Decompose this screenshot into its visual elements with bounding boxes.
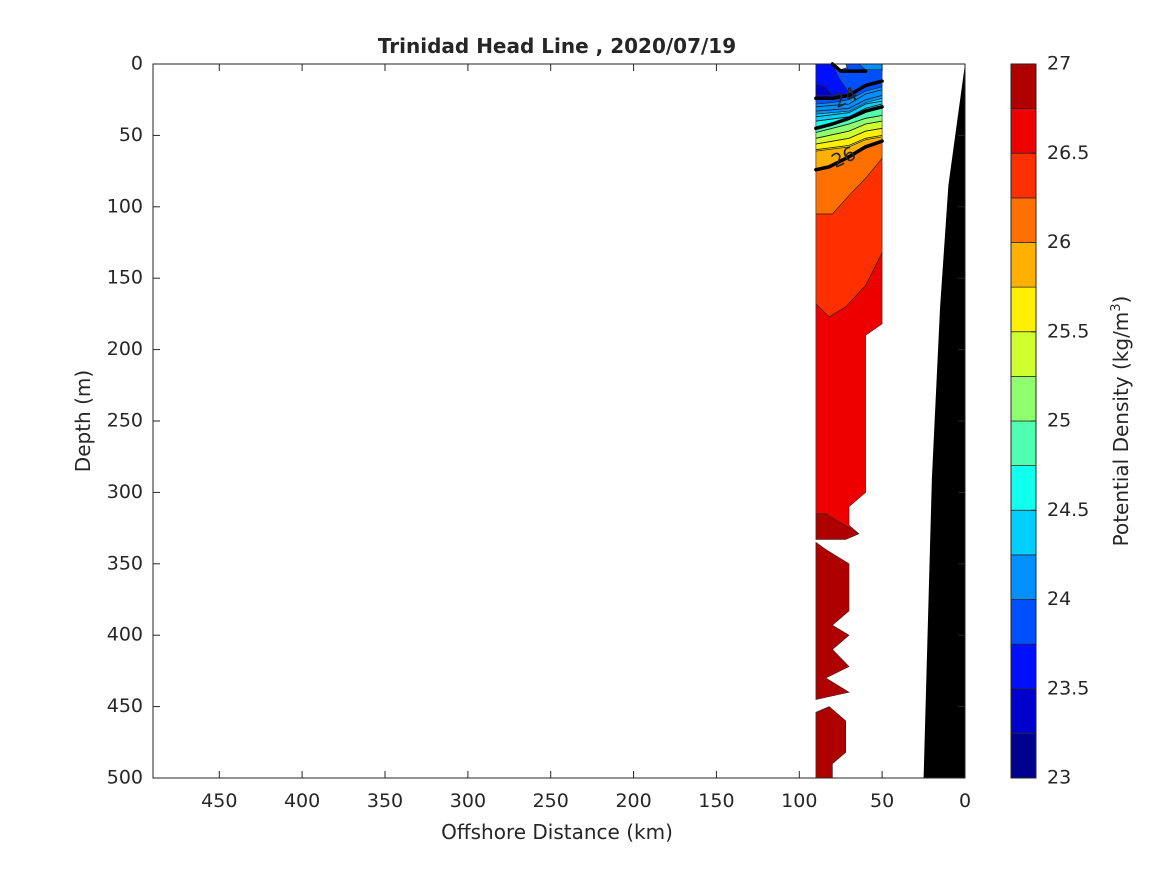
colorbar-tick-label-7: 26.5 <box>1047 142 1089 164</box>
y-tick-label-100: 100 <box>107 195 143 217</box>
x-tick-label-400: 400 <box>284 790 320 812</box>
thin-contour-line-4 <box>815 115 883 133</box>
y-tick-label-300: 300 <box>107 481 143 503</box>
colorbar-label-superscript: 3 <box>1109 303 1124 311</box>
colorbar-ticks: 23 23.5 24 24.5 25 25.5 26 26.5 27 <box>1031 53 1089 789</box>
colorbar-tick-label-3: 24.5 <box>1047 499 1089 521</box>
colorbar-swatch-13 <box>1010 152 1037 199</box>
colorbar-swatch-8 <box>1010 376 1037 422</box>
colorbar-swatch-12 <box>1010 197 1037 243</box>
colorbar-swatch-2 <box>1010 643 1037 690</box>
colorbar-label: Potential Density (kg/m3) <box>1109 296 1133 547</box>
y-tick-label-0: 0 <box>131 53 143 75</box>
bold-contour-lines <box>814 62 884 172</box>
colorbar-swatch-4 <box>1010 554 1037 600</box>
x-tick-label-450: 450 <box>201 790 237 812</box>
colorbar-tick-label-4: 25 <box>1047 410 1071 432</box>
y-tick-label-500: 500 <box>107 767 143 789</box>
colorbar-tick-label-2: 24 <box>1047 588 1071 610</box>
thin-contour-lines <box>815 89 883 151</box>
colorbar-frame <box>1010 63 1037 779</box>
seafloor-bathymetry <box>923 64 965 778</box>
colorbar-swatch-1 <box>1010 688 1037 734</box>
colorbar-swatch-10 <box>1010 286 1037 333</box>
thin-contour-line-1 <box>815 95 883 112</box>
x-tick-label-50: 50 <box>870 790 894 812</box>
colorbar <box>1010 63 1037 779</box>
thin-contour-line-3 <box>815 103 883 122</box>
x-tick-label-350: 350 <box>367 790 403 812</box>
thin-contour-line-5 <box>815 120 883 139</box>
x-tick-label-150: 150 <box>698 790 734 812</box>
colorbar-swatch-3 <box>1010 599 1037 645</box>
thin-contour-line-0 <box>815 89 883 108</box>
bold-contour-line-0 <box>814 79 884 101</box>
y-tick-label-350: 350 <box>107 552 143 574</box>
contour-region-16 <box>815 83 834 96</box>
colorbar-swatch-5 <box>1010 509 1037 556</box>
x-tick-label-200: 200 <box>615 790 651 812</box>
colorbar-swatch-11 <box>1010 242 1037 288</box>
thin-contour-line-2 <box>815 100 883 118</box>
bold-contour-line-3 <box>814 139 884 172</box>
x-tick-label-0: 0 <box>959 790 971 812</box>
y-tick-label-200: 200 <box>107 338 143 360</box>
y-tick-label-50: 50 <box>119 124 143 146</box>
bold-contour-line-1 <box>830 62 868 73</box>
colorbar-swatch-9 <box>1010 331 1037 377</box>
x-axis-label: Offshore Distance (km) <box>441 820 673 844</box>
x-tick-label-300: 300 <box>450 790 486 812</box>
colorbar-tick-label-5: 25.5 <box>1047 320 1089 342</box>
colorbar-tick-label-0: 23 <box>1047 767 1071 789</box>
colorbar-swatch-6 <box>1010 465 1037 511</box>
colorbar-label-main: Potential Density (kg/m <box>1109 312 1133 547</box>
bathymetry-layer <box>923 64 965 778</box>
y-axis-ticks: 0 50 100 150 200 250 300 350 400 450 500 <box>107 53 965 789</box>
bold-contour-line-2 <box>814 105 884 131</box>
chart-title: Trinidad Head Line , 2020/07/19 <box>378 34 736 58</box>
x-tick-label-250: 250 <box>533 790 569 812</box>
colorbar-tick-label-8: 27 <box>1047 53 1071 75</box>
colorbar-tick-label-1: 23.5 <box>1047 677 1089 699</box>
contour-region-1 <box>815 541 850 700</box>
colorbar-swatch-0 <box>1010 733 1037 779</box>
y-tick-label-450: 450 <box>107 695 143 717</box>
y-tick-label-150: 150 <box>107 267 143 289</box>
colorbar-swatch-7 <box>1010 420 1037 466</box>
colorbar-swatch-14 <box>1010 108 1037 154</box>
thin-contour-line-6 <box>815 127 883 145</box>
y-axis-label: Depth (m) <box>71 370 95 472</box>
y-tick-label-400: 400 <box>107 624 143 646</box>
colorbar-tick-label-6: 26 <box>1047 231 1071 253</box>
colorbar-label-end: ) <box>1109 296 1133 304</box>
thin-contour-line-7 <box>815 135 883 151</box>
colorbar-swatch-15 <box>1010 63 1037 109</box>
x-axis-ticks: 450 400 350 300 250 200 150 100 50 0 <box>201 64 971 812</box>
x-tick-label-100: 100 <box>781 790 817 812</box>
y-tick-label-250: 250 <box>107 410 143 432</box>
